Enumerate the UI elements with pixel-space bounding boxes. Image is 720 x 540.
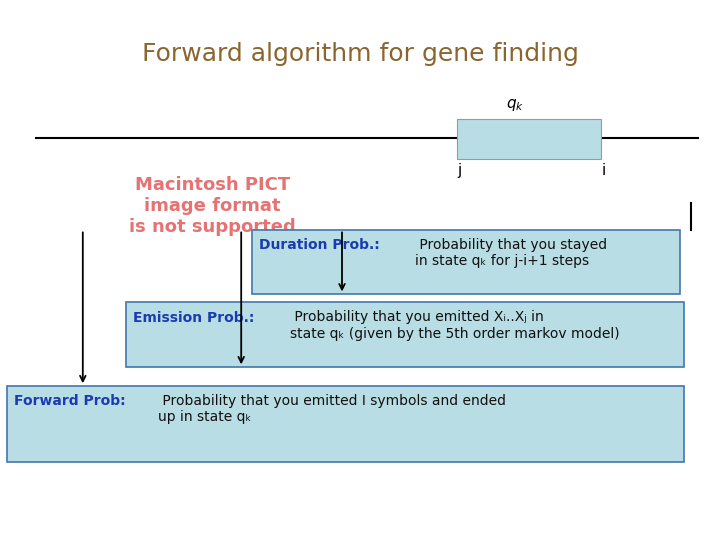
FancyBboxPatch shape bbox=[457, 119, 601, 159]
Text: Macintosh PICT
image format
is not supported: Macintosh PICT image format is not suppo… bbox=[129, 177, 296, 236]
Text: Probability that you stayed
in state qₖ for j-i+1 steps: Probability that you stayed in state qₖ … bbox=[415, 238, 607, 268]
Text: $q_k$: $q_k$ bbox=[505, 97, 524, 113]
Text: Forward algorithm for gene finding: Forward algorithm for gene finding bbox=[142, 42, 578, 66]
Text: Probability that you emitted I symbols and ended
up in state qₖ: Probability that you emitted I symbols a… bbox=[158, 394, 506, 424]
Text: Duration Prob.:: Duration Prob.: bbox=[259, 238, 380, 252]
FancyBboxPatch shape bbox=[252, 230, 680, 294]
Text: j: j bbox=[457, 163, 462, 178]
Text: Forward Prob:: Forward Prob: bbox=[14, 394, 126, 408]
FancyBboxPatch shape bbox=[126, 302, 684, 367]
Text: Probability that you emitted Xᵢ..Xⱼ in
state qₖ (given by the 5th order markov m: Probability that you emitted Xᵢ..Xⱼ in s… bbox=[290, 310, 619, 341]
FancyBboxPatch shape bbox=[7, 386, 684, 462]
Text: i: i bbox=[601, 163, 606, 178]
Text: Emission Prob.:: Emission Prob.: bbox=[133, 310, 255, 325]
